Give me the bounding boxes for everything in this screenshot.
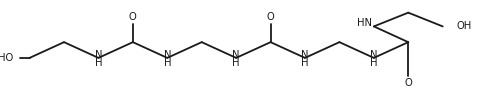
Text: O: O [405,78,412,88]
Text: HN: HN [357,18,372,28]
Text: OH: OH [456,21,472,31]
Text: N: N [232,50,240,60]
Text: H: H [301,58,309,68]
Text: N: N [164,50,171,60]
Text: N: N [370,50,378,60]
Text: H: H [232,58,240,68]
Text: O: O [129,12,137,22]
Text: HO: HO [0,53,14,63]
Text: N: N [301,50,309,60]
Text: H: H [164,58,171,68]
Text: H: H [370,58,378,68]
Text: O: O [267,12,274,22]
Text: H: H [95,58,102,68]
Text: N: N [95,50,102,60]
